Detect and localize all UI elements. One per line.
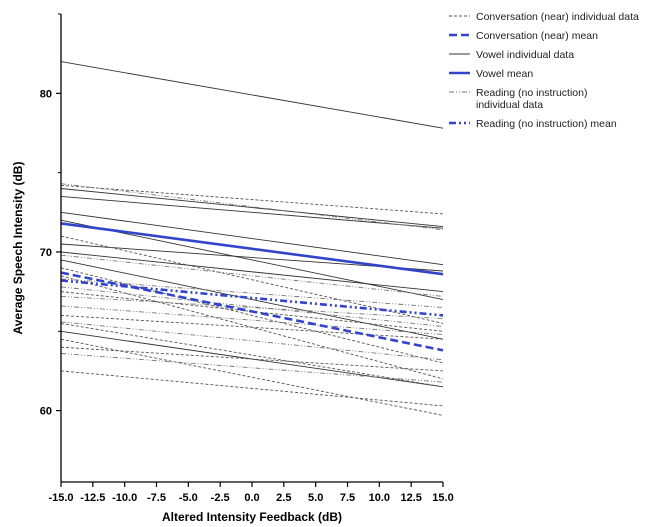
x-tick-label: 0.0	[244, 492, 259, 504]
series-line-conv-ind	[60, 235, 444, 324]
y-tick-label: 80	[40, 88, 52, 100]
x-tick-label: 2.5	[276, 492, 291, 504]
y-tick-label: 60	[40, 406, 52, 418]
series-line-conv-ind	[60, 370, 444, 407]
series-line-vowel-ind	[60, 211, 444, 266]
series-line-conv-ind	[60, 267, 444, 364]
legend-item-read-mean: Reading (no instruction) mean	[449, 118, 617, 130]
x-tick-label: 15.0	[432, 492, 453, 504]
legend-label: Conversation (near) mean	[476, 30, 598, 42]
series-line-read-ind	[60, 305, 444, 335]
y-tick-label: 70	[40, 247, 52, 259]
x-tick-label: 5.0	[308, 492, 323, 504]
legend-item-read-ind: Reading (no instruction)individual data	[449, 87, 587, 111]
x-tick-label: -12.5	[80, 492, 105, 504]
series-line-vowel-ind	[60, 259, 444, 340]
x-tick-label: 10.0	[369, 492, 390, 504]
series-line-conv-ind	[60, 184, 444, 215]
x-tick-label: -2.5	[211, 492, 230, 504]
series-line-conv-ind	[60, 346, 444, 372]
series-line-vowel-ind	[60, 195, 444, 229]
series-line-vowel-mean	[60, 222, 444, 276]
y-ticks: 60 70 80	[40, 13, 61, 418]
series-line-conv-ind	[60, 322, 444, 388]
plot-lines	[60, 61, 444, 416]
series-line-read-ind	[60, 353, 444, 383]
series-line-read-ind	[60, 286, 444, 327]
legend-label: Reading (no instruction)	[476, 87, 587, 99]
x-tick-label: -10.0	[112, 492, 137, 504]
legend-label: Vowel mean	[476, 68, 533, 80]
series-line-read-ind	[60, 321, 444, 361]
series-line-read-ind	[60, 254, 444, 297]
legend-item-conv-mean: Conversation (near) mean	[449, 30, 598, 42]
legend-label: Vowel individual data	[476, 49, 574, 61]
series-line-read-mean	[60, 279, 444, 317]
legend-label: Reading (no instruction) mean	[476, 118, 617, 130]
series-line-read-ind	[60, 278, 444, 308]
series-line-read-ind	[60, 183, 444, 231]
series-line-vowel-ind	[60, 251, 444, 293]
x-axis-title: Altered Intensity Feedback (dB)	[162, 510, 342, 524]
legend: Conversation (near) individual data Conve…	[449, 11, 639, 130]
series-line-conv-ind	[60, 314, 444, 340]
series-line-vowel-ind	[60, 61, 444, 129]
x-tick-label: -7.5	[147, 492, 166, 504]
x-ticks: -15.0 -12.5 -10.0 -7.5 -5.0 -2.5 0.0 2.5 5.0 7.5 1…	[48, 482, 454, 504]
legend-item-vowel-mean: Vowel mean	[449, 68, 533, 80]
legend-item-conv-ind: Conversation (near) individual data	[449, 11, 639, 23]
legend-label: Conversation (near) individual data	[476, 11, 639, 23]
legend-item-vowel-ind: Vowel individual data	[449, 49, 574, 61]
x-tick-label: 7.5	[340, 492, 355, 504]
y-axis-title: Average Speech Intensity (dB)	[11, 162, 25, 335]
x-tick-label: 12.5	[400, 492, 421, 504]
x-tick-label: -5.0	[179, 492, 198, 504]
series-line-vowel-ind	[60, 219, 444, 301]
legend-label: individual data	[476, 99, 543, 111]
series-line-vowel-ind	[60, 188, 444, 228]
x-tick-label: -15.0	[48, 492, 73, 504]
